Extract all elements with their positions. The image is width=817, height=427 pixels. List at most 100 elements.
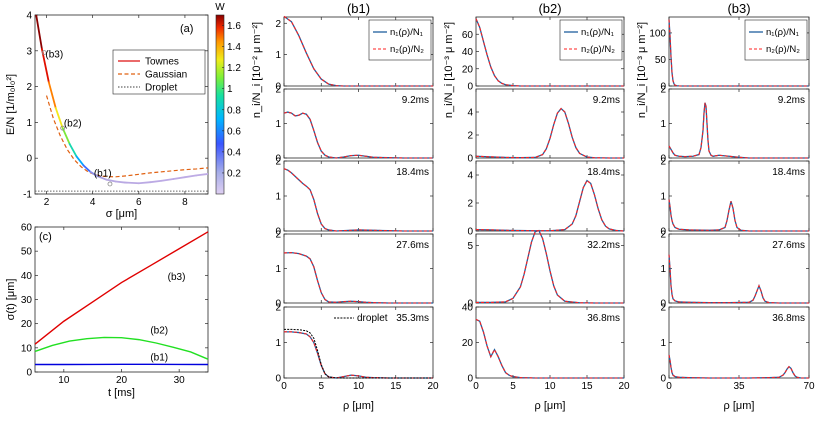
colorbar-tick-6: 1.4 — [227, 42, 241, 53]
panel-b2-legend: n₁(ρ)/N₁ n₂(ρ)/N₂ — [559, 19, 623, 61]
panel-b3-row-2-series-n1 — [668, 199, 809, 232]
panel-b1-row-1-ytick-0: 0 — [275, 154, 281, 165]
panel-b2-row-2-ytick-2: 4 — [467, 171, 473, 182]
panel-b3-row-0-series-n2 — [668, 19, 809, 87]
panel-b1-row-4-xtick-2: 10 — [353, 381, 365, 392]
panel-c-annotation-1: (b2) — [150, 325, 168, 336]
panel-a-xtick-0: 2 — [44, 197, 50, 208]
panel-a-townes-seg-15 — [160, 178, 175, 182]
panel-b2-row-2-ytick-1: 2 — [467, 199, 473, 210]
panel-b3-row-4-ytick-0: 0 — [660, 374, 666, 385]
panel-b3-row-3-series-n1 — [668, 254, 809, 304]
panel-b1-row-3-time: 27.6ms — [396, 240, 429, 251]
panel-b3-row-1-ytick-0: 0 — [660, 154, 666, 165]
panel-b1-legend-box — [368, 19, 432, 61]
panel-a-townes-seg-11 — [114, 180, 126, 184]
colorbar-tick-2: 0.6 — [227, 126, 241, 137]
panel-a-townes-seg-7 — [82, 164, 92, 173]
panel-a-marker-label-2: (b1) — [94, 169, 112, 180]
panel-b3-row-0-ytick-2: 100 — [649, 28, 666, 39]
panel-b1-row-3-series-n2 — [283, 252, 433, 304]
panel-a-ytick-4: 3 — [26, 46, 32, 57]
panel-b3-row-4-time: 36.8ms — [772, 313, 805, 324]
panel-b1-row-2-ytick-2: 2 — [275, 157, 281, 168]
panel-a-townes-seg-8 — [89, 170, 99, 178]
panel-c-xtick-0: 10 — [58, 375, 70, 386]
panel-a-townes-seg-18 — [195, 173, 208, 177]
panel-b2-row-4-ytick-2: 40 — [462, 303, 474, 314]
panel-b2-legend-box — [559, 19, 623, 61]
panel-c-ytick-6: 60 — [21, 223, 33, 234]
panel-b2-row-4-ytick-0: 0 — [467, 374, 473, 385]
panel-a-townes-seg-16 — [172, 176, 186, 180]
panel-a-legend-label-0: Townes — [145, 57, 179, 68]
panel-a-xtick-2: 6 — [136, 197, 142, 208]
panel-b2-row-4-ytick-1: 20 — [462, 338, 474, 349]
panel-a-townes-seg-10 — [105, 178, 117, 183]
panel-b3-ylabel: n_i/N_i [10⁻³ μ m⁻²] — [636, 22, 648, 118]
panel-b2-row-4-series-n1 — [475, 318, 624, 379]
panel-b1-droplet-legend-label: droplet — [357, 313, 388, 324]
panel-b3-row-2-series-n2 — [668, 199, 809, 232]
panel-b2-row-1-series-n2 — [475, 107, 624, 159]
panel-b1-legend-label-1: n₂(ρ)/N₂ — [390, 44, 424, 55]
panel-b3-title: (b3) — [727, 1, 750, 16]
panel-b3-row-2-ytick-1: 1 — [660, 192, 666, 203]
panel-c-xtick-1: 20 — [116, 375, 128, 386]
colorbar — [215, 14, 225, 195]
colorbar-tick-1: 0.4 — [227, 147, 241, 158]
panel-c-annotation-0: (b3) — [168, 272, 186, 283]
panel-c-xtick-2: 30 — [174, 375, 186, 386]
panel-b1-row-0-ytick-0: 0 — [275, 82, 281, 93]
panel-b3-row-4-xtick-1: 35 — [733, 381, 745, 392]
panel-b1-row-2-ytick-1: 1 — [275, 192, 281, 203]
colorbar-tick-3: 0.8 — [227, 105, 241, 116]
panel-b2-row-3-ytick-1: 5 — [467, 241, 473, 252]
panel-a-townes-seg-13 — [137, 181, 152, 185]
panel-b1-row-4-time: 35.3ms — [396, 313, 429, 324]
panel-b1-row-4-ytick-2: 2 — [275, 303, 281, 314]
panel-a-townes-seg-0 — [35, 15, 43, 50]
panel-a-plot — [35, 15, 208, 192]
panel-b1-row-4-ytick-0: 0 — [275, 374, 281, 385]
panel-b2-row-3-time: 32.2ms — [587, 240, 620, 251]
colorbar-tick-5: 1.2 — [227, 63, 241, 74]
panel-b2-row-2-time: 18.4ms — [587, 167, 620, 178]
panel-c-label: (c) — [39, 231, 52, 243]
panel-b1-row-3-ytick-0: 0 — [275, 299, 281, 310]
panel-a-legend-label-1: Gaussian — [145, 70, 187, 81]
panel-b3-row-1-series-n2 — [668, 102, 809, 159]
panel-b3-row-4-xtick-0: 0 — [666, 381, 672, 392]
panel-b1-row-4-series-n2 — [284, 331, 433, 379]
panel-b3-row-4-series-n2 — [668, 354, 809, 379]
panel-a-series-gaussian — [45, 95, 208, 178]
panel-b1-row-0-ytick-2: 2 — [275, 19, 281, 30]
panel-b3-row-1-time: 9.2ms — [778, 95, 805, 106]
panel-b3-row-2-ytick-0: 0 — [660, 227, 666, 238]
panel-a-marker-label-0: (b3) — [45, 49, 63, 60]
panel-a-legend-label-2: Droplet — [145, 83, 177, 94]
panel-b2-row-4-xtick-3: 15 — [581, 381, 593, 392]
panel-a-ytick-3: 2 — [26, 82, 32, 93]
panel-b1-row-1-ytick-2: 2 — [275, 85, 281, 96]
panel-b2-row-2-series-n2 — [475, 179, 625, 232]
panel-a-ytick-2: 1 — [26, 118, 32, 129]
panel-a-townes-seg-12 — [124, 181, 140, 185]
panel-b1-ylabel: n_i/N_i [10⁻² μ m⁻²] — [251, 22, 263, 118]
panel-a-marker-0 — [41, 50, 47, 55]
panel-b1-row-0-ytick-1: 1 — [275, 50, 281, 61]
panel-b1-row-4-xtick-4: 20 — [427, 381, 439, 392]
panel-b2-row-0-series-n2 — [475, 18, 624, 87]
panel-a-frame — [34, 14, 209, 195]
panel-c-ytick-3: 30 — [21, 295, 33, 306]
panel-b3-row-4-xtick-2: 70 — [803, 381, 815, 392]
panel-b3-legend-label-1: n₂(ρ)/N₂ — [766, 44, 800, 55]
panel-a-xlabel: σ [μm] — [106, 208, 137, 220]
panel-b3-legend: n₁(ρ)/N₁ n₂(ρ)/N₂ — [744, 19, 808, 61]
panel-a-townes-seg-3 — [54, 107, 64, 130]
panel-b3-row-2-ytick-2: 2 — [660, 157, 666, 168]
panel-b2-row-3-ytick-0: 0 — [467, 299, 473, 310]
panel-c-ytick-2: 20 — [21, 319, 33, 330]
panel-b3-legend-box — [744, 19, 808, 61]
panel-a-townes-seg-14 — [149, 179, 163, 184]
